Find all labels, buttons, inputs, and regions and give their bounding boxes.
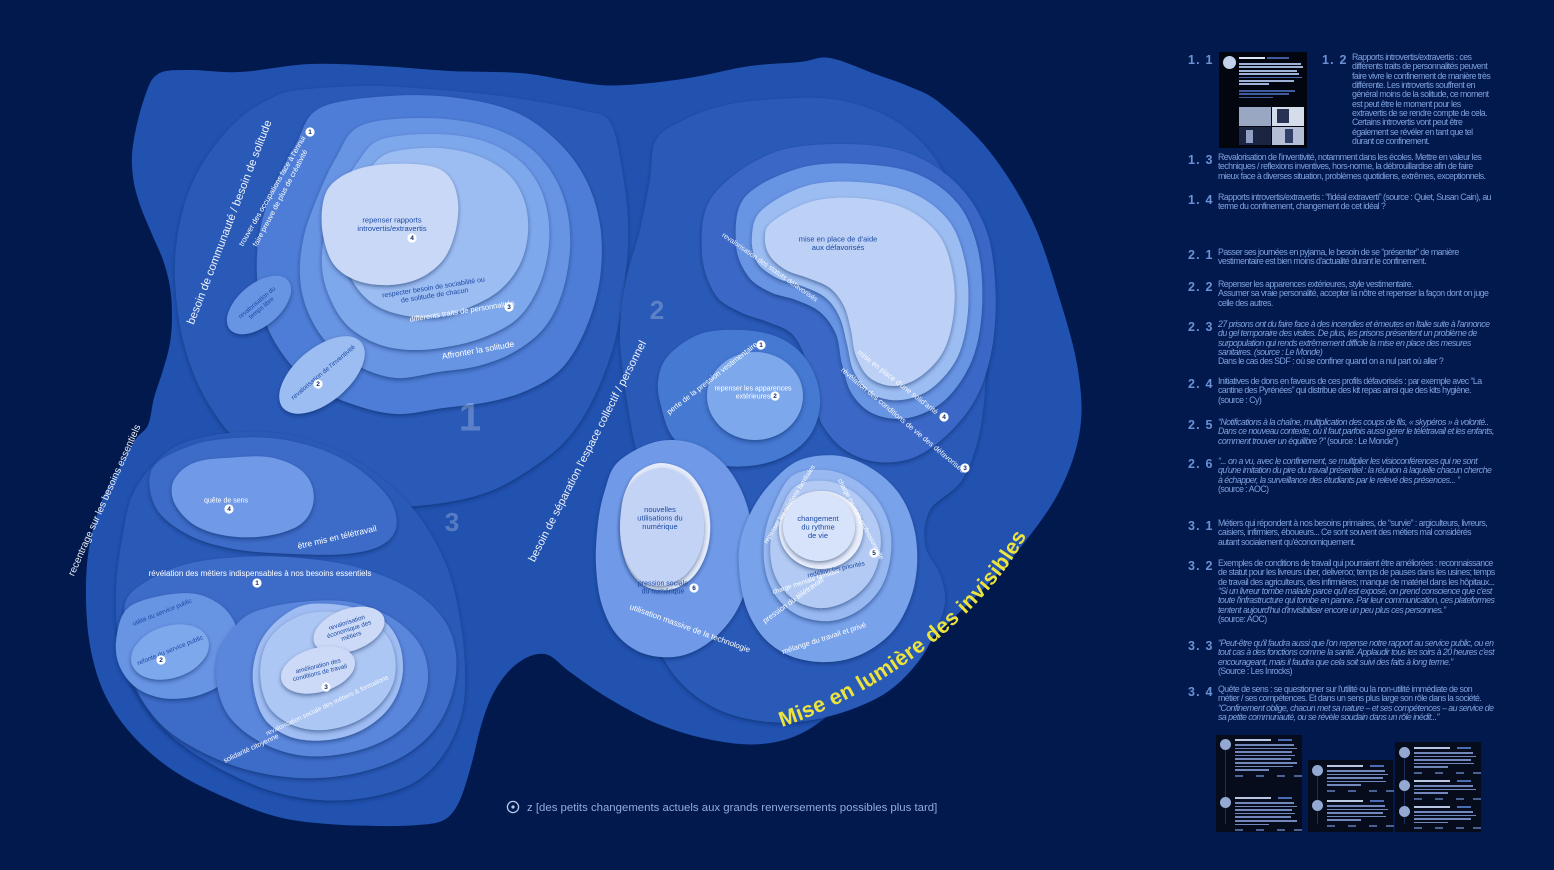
svg-text:4: 4 — [942, 414, 946, 421]
svg-text:aux défavorisés: aux défavorisés — [812, 243, 865, 252]
svg-text:mise en place de d'aide: mise en place de d'aide — [799, 234, 878, 243]
svg-text:3: 3 — [963, 465, 967, 472]
svg-text:introvertis/extravertis: introvertis/extravertis — [357, 224, 426, 233]
svg-text:4: 4 — [410, 235, 414, 242]
svg-text:2: 2 — [159, 657, 163, 664]
svg-text:de vie: de vie — [808, 531, 828, 540]
svg-text:nouvelles: nouvelles — [644, 505, 676, 514]
svg-text:6: 6 — [692, 585, 696, 592]
svg-text:3: 3 — [445, 507, 459, 537]
svg-text:2: 2 — [650, 295, 664, 325]
svg-text:1: 1 — [759, 342, 763, 349]
svg-text:1: 1 — [459, 396, 481, 440]
svg-text:du rythme: du rythme — [801, 523, 834, 532]
svg-text:4: 4 — [227, 506, 231, 513]
svg-text:1: 1 — [308, 129, 312, 136]
svg-text:quête de sens: quête de sens — [204, 497, 248, 504]
svg-text:1: 1 — [255, 580, 259, 587]
svg-text:2: 2 — [773, 393, 777, 400]
svg-text:3: 3 — [507, 304, 511, 311]
svg-text:5: 5 — [872, 550, 876, 557]
svg-text:pression sociale: pression sociale — [638, 581, 688, 588]
svg-text:utilisations du: utilisations du — [637, 514, 682, 523]
svg-text:du numérique: du numérique — [642, 588, 685, 595]
svg-text:extérieures: extérieures — [736, 393, 771, 400]
svg-text:repenser rapports: repenser rapports — [362, 215, 421, 224]
svg-text:z [des petits changements actu: z [des petits changements actuels aux gr… — [527, 802, 937, 814]
svg-text:3: 3 — [324, 684, 328, 691]
svg-text:repenser les apparences: repenser les apparences — [714, 386, 792, 393]
svg-text:numérique: numérique — [642, 522, 677, 531]
svg-text:changement: changement — [797, 514, 839, 523]
svg-text:révélation des métiers indispe: révélation des métiers indispensables à … — [149, 569, 372, 578]
svg-text:2: 2 — [316, 381, 320, 388]
